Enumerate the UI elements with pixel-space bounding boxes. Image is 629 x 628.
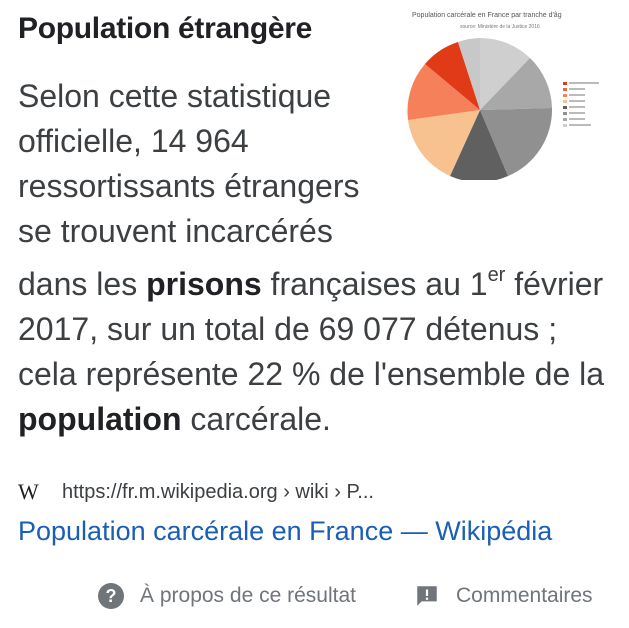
snippet-line2-post: carcérale.	[181, 401, 331, 437]
pie-slice	[425, 42, 480, 110]
snippet-line1-post: françaises au 1	[261, 266, 488, 302]
snippet-keyword-population: population	[18, 401, 182, 437]
thumbnail-subtitle: source: Ministère de la Justice 2016	[460, 24, 540, 30]
about-result-button[interactable]: ? À propos de ce résultat	[98, 583, 356, 609]
snippet-superscript: er	[487, 264, 506, 286]
snippet-text-top: Selon cette statistique officielle, 14 9…	[18, 78, 360, 249]
feedback-button[interactable]: Commentaires	[414, 583, 593, 609]
feedback-icon	[417, 586, 437, 606]
about-result-label: À propos de ce résultat	[140, 584, 356, 607]
snippet-text-bottom: dans les prisons françaises au 1er févri…	[18, 262, 618, 442]
pie-slice	[480, 108, 553, 176]
snippet-keyword-prisons: prisons	[146, 266, 262, 302]
pie-slice	[458, 38, 480, 110]
wikipedia-w-icon: W	[18, 479, 39, 504]
thumbnail-title: Population carcérale en France par tranc…	[412, 12, 562, 19]
result-title-link[interactable]: Population carcérale en France — Wikipéd…	[18, 516, 553, 546]
pie-slice	[480, 37, 530, 110]
pie-slice	[408, 110, 480, 176]
feedback-label: Commentaires	[456, 584, 593, 607]
source-url[interactable]: https://fr.m.wikipedia.org › wiki › P...	[62, 480, 374, 503]
snippet-footer: ? À propos de ce résultat Commentaires	[0, 580, 629, 614]
snippet-line2: février 2017, sur un total de 69 077 dét…	[18, 266, 605, 392]
pie-slice	[450, 110, 508, 180]
snippet-line1-pre: dans les	[18, 266, 147, 302]
legend	[563, 82, 599, 127]
pie-chart-image	[407, 37, 599, 180]
help-question-icon: ?	[98, 583, 124, 609]
featured-snippet-heading: Population étrangère	[18, 12, 313, 45]
chart-thumbnail[interactable]: Population carcérale en France par tranc…	[400, 10, 610, 180]
pie-slice	[480, 58, 552, 110]
pie-slice	[407, 64, 480, 120]
source-row[interactable]: W https://fr.m.wikipedia.org › wiki › P.…	[18, 478, 374, 506]
